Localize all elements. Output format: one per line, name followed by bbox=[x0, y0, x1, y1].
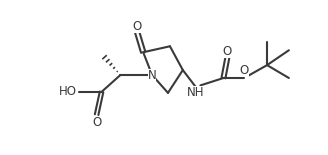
Text: O: O bbox=[92, 116, 101, 129]
Text: N: N bbox=[148, 69, 156, 82]
Text: HO: HO bbox=[59, 85, 77, 98]
Text: O: O bbox=[240, 64, 249, 77]
Text: O: O bbox=[223, 45, 232, 58]
Text: O: O bbox=[133, 20, 142, 33]
Text: NH: NH bbox=[187, 86, 204, 99]
